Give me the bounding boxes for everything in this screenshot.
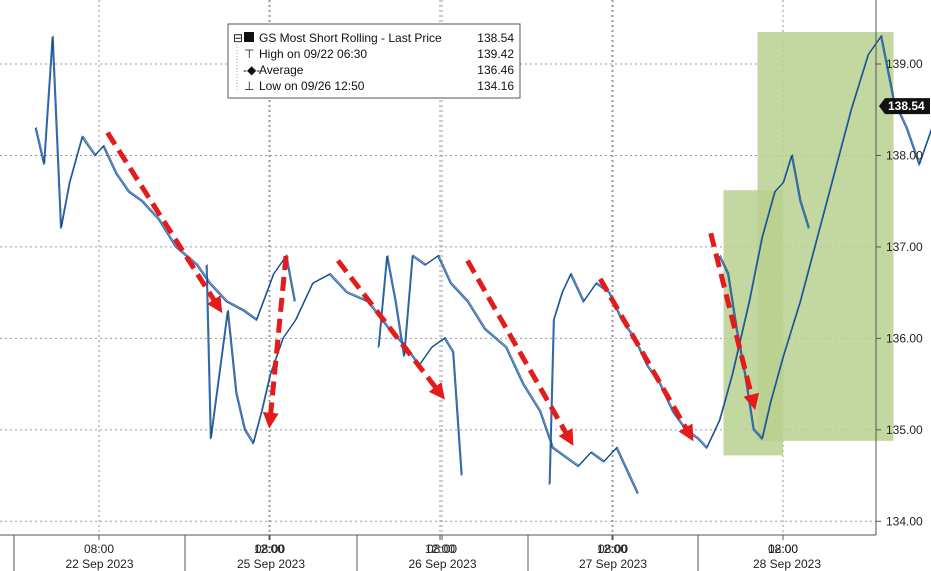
x-day-label: 22 Sep 2023 bbox=[65, 557, 133, 571]
down-arrow bbox=[598, 277, 694, 442]
legend-row-last: ⊟ GS Most Short Rolling - Last Price 138… bbox=[233, 31, 514, 45]
y-tick-label: 135.00 bbox=[886, 423, 923, 437]
x-tick-label: 08:00 bbox=[768, 542, 798, 556]
last-price-tag-label: 138.54 bbox=[888, 99, 925, 113]
legend-label: Average bbox=[259, 63, 304, 77]
series-wick bbox=[206, 264, 463, 475]
x-tick-label: 12:00 bbox=[768, 542, 798, 556]
x-day-label: 28 Sep 2023 bbox=[753, 557, 821, 571]
series-line bbox=[34, 36, 296, 322]
down-arrow bbox=[465, 259, 574, 446]
down-arrows bbox=[105, 131, 760, 446]
last-price-tag bbox=[879, 98, 930, 115]
legend-row-average: ‑◆‑ Average 136.46 bbox=[243, 63, 514, 77]
right-axis: 134.00 135.00 136.00 137.00 138.00 139.00 138.… bbox=[875, 0, 930, 535]
y-tick-label: 139.00 bbox=[886, 57, 923, 71]
x-tick-label: 12:00 bbox=[254, 542, 284, 556]
legend-row-high: ⊤ High on 09/22 06:30 139.42 bbox=[244, 47, 514, 61]
x-tick-label: 08:00 bbox=[598, 542, 628, 556]
series-line bbox=[377, 254, 639, 495]
legend-box bbox=[227, 23, 521, 99]
x-day-label: 25 Sep 2023 bbox=[237, 557, 305, 571]
x-tick-label: 12:00 bbox=[597, 542, 627, 556]
average-marker-icon: ‑◆‑ bbox=[243, 63, 260, 77]
x-tick-label: 08:00 bbox=[427, 542, 457, 556]
y-tick-label: 138.00 bbox=[886, 148, 923, 162]
series-wick bbox=[549, 154, 810, 484]
series-wick bbox=[378, 254, 639, 493]
down-arrow bbox=[708, 232, 760, 411]
legend-label: Low on 09/26 12:50 bbox=[259, 79, 365, 93]
x-tick-label: 08:00 bbox=[84, 542, 114, 556]
legend-expand-icon: ⊟ bbox=[233, 31, 243, 45]
highlight-box bbox=[757, 32, 894, 441]
x-tick-label: 12:00 bbox=[425, 542, 455, 556]
low-marker-icon: ⊥ bbox=[244, 79, 254, 93]
series-wick bbox=[35, 35, 296, 320]
legend-value: 139.42 bbox=[477, 47, 514, 61]
legend: ⊟ GS Most Short Rolling - Last Price 138… bbox=[227, 23, 521, 99]
legend-swatch bbox=[244, 32, 254, 42]
legend-label: High on 09/22 06:30 bbox=[259, 47, 367, 61]
x-day-label: 26 Sep 2023 bbox=[408, 557, 476, 571]
highlight-boxes bbox=[723, 32, 894, 456]
y-tick-label: 137.00 bbox=[886, 240, 923, 254]
down-arrow bbox=[105, 131, 223, 314]
legend-value: 138.54 bbox=[477, 31, 514, 45]
x-tick-label: 08:00 bbox=[255, 542, 285, 556]
legend-row-low: ⊥ Low on 09/26 12:50 134.16 bbox=[244, 79, 514, 93]
legend-label: GS Most Short Rolling - Last Price bbox=[259, 31, 442, 45]
x-day-label: 27 Sep 2023 bbox=[579, 557, 647, 571]
price-series bbox=[34, 34, 931, 495]
y-tick-label: 136.00 bbox=[886, 331, 923, 345]
legend-value: 136.46 bbox=[477, 63, 514, 77]
y-tick-label: 134.00 bbox=[886, 514, 923, 528]
down-arrow bbox=[262, 255, 289, 429]
down-arrow bbox=[336, 259, 445, 400]
legend-value: 134.16 bbox=[477, 79, 514, 93]
high-marker-icon: ⊤ bbox=[244, 47, 254, 61]
